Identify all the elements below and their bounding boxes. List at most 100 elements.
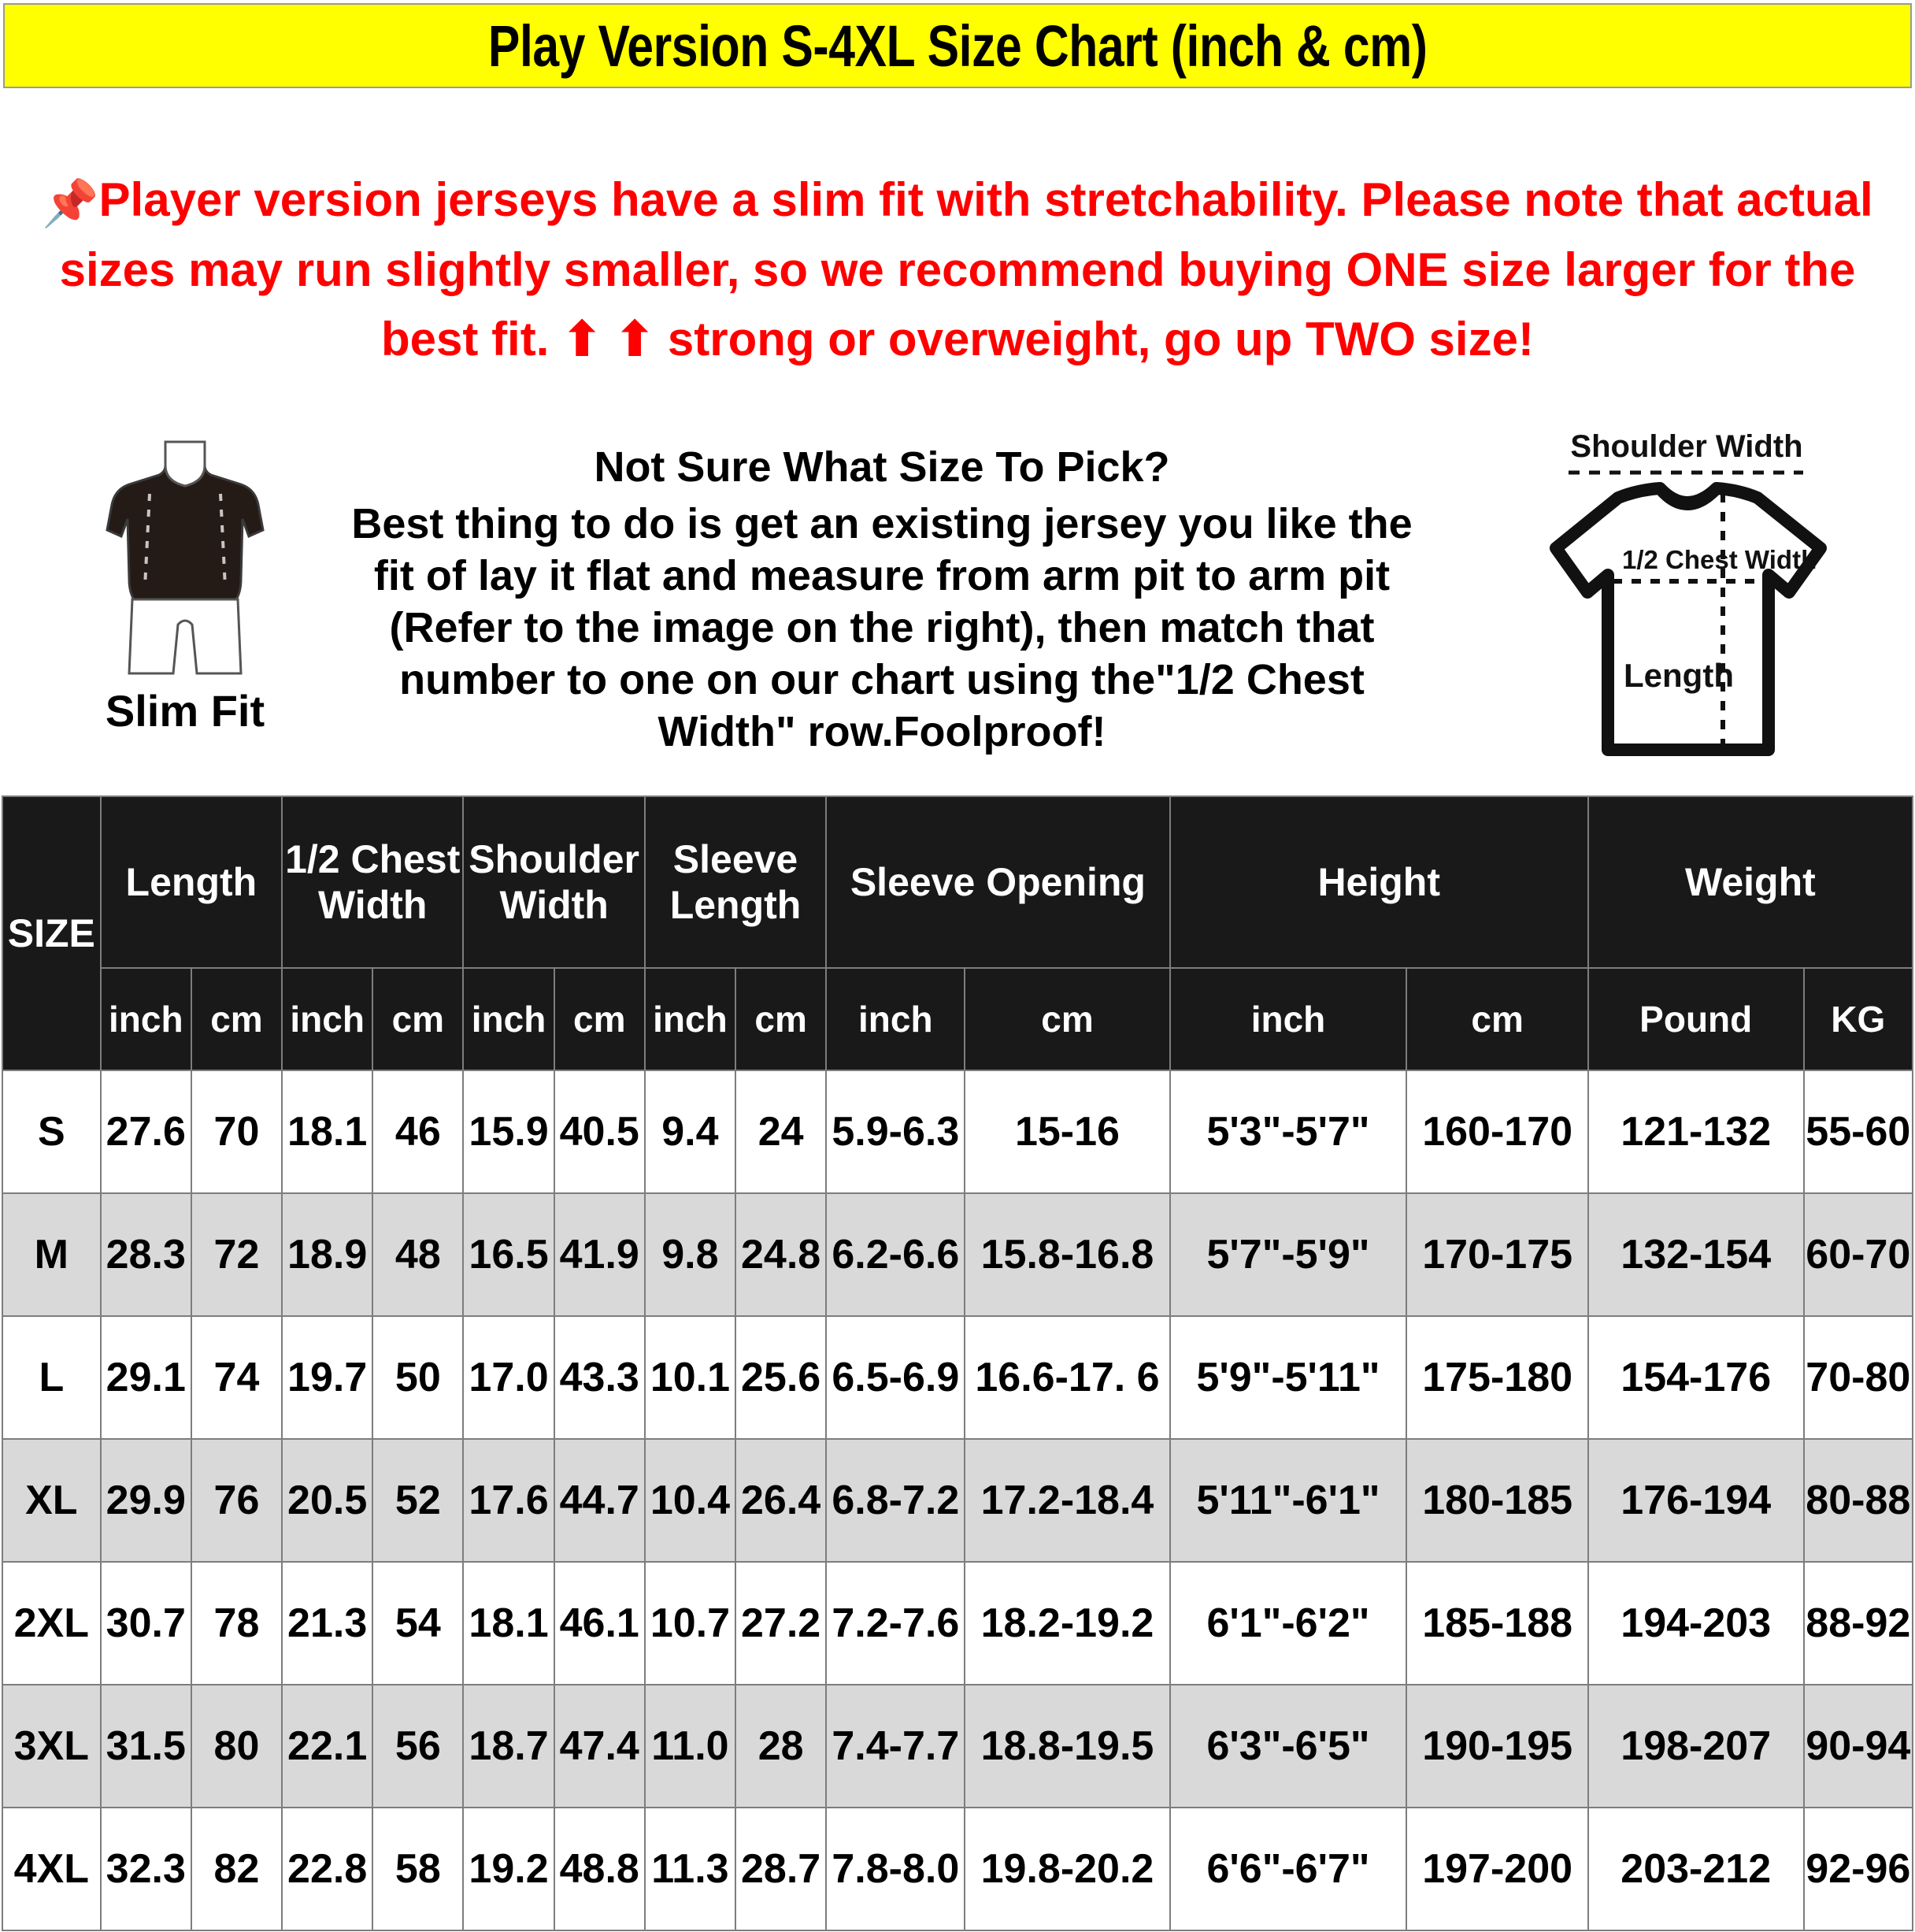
cell-value: 21.3 <box>281 1561 374 1685</box>
cell-value: 29.1 <box>99 1315 192 1440</box>
cell-value: 198-207 <box>1587 1684 1805 1808</box>
pushpin-icon: 📌 <box>42 178 99 229</box>
cell-value: 18.1 <box>462 1561 555 1685</box>
table-row: 3XL 31.5 80 22.1 56 18.7 47.4 11.0 28 7.4-7.7 18.8… <box>2 1684 1914 1808</box>
table-row: 2XL 30.7 78 21.3 54 18.1 46.1 10.7 27.2 7.2-7.6 18… <box>2 1561 1914 1685</box>
cell-value: 82 <box>190 1807 283 1931</box>
cell-size: 3XL <box>2 1684 102 1808</box>
cell-value: 46.1 <box>553 1561 646 1685</box>
cell-value: 6.2-6.6 <box>825 1192 966 1317</box>
header-sleeve-opening: Sleeve Opening <box>825 795 1171 969</box>
unit-height-cm: cm <box>1406 967 1589 1071</box>
table-header-row-groups: SIZE Length 1/2 Chest Width Shoulder Wid… <box>2 795 1914 1071</box>
cell-size: 4XL <box>2 1807 102 1931</box>
unit-sleeve-opening-cm: cm <box>964 967 1171 1071</box>
cell-value: 5'11"-6'1" <box>1169 1438 1408 1563</box>
cell-size: S <box>2 1070 102 1194</box>
cell-value: 15-16 <box>964 1070 1171 1194</box>
notice-line-3: up TWO size! <box>1234 313 1534 365</box>
table-body: S 27.6 70 18.1 46 15.9 40.5 9.4 24 5.9-6.3 15-16 5'… <box>2 1070 1914 1931</box>
cell-value: 10.7 <box>643 1561 737 1685</box>
cell-value: 18.7 <box>462 1684 555 1808</box>
cell-value: 41.9 <box>553 1192 646 1317</box>
header-sleeve-length: Sleeve Length <box>643 795 828 969</box>
cell-value: 18.2-19.2 <box>964 1561 1171 1685</box>
length-label: Length <box>1624 657 1734 694</box>
cell-value: 20.5 <box>281 1438 374 1563</box>
cell-value: 78 <box>190 1561 283 1685</box>
cell-value: 50 <box>372 1315 465 1440</box>
cell-value: 16.5 <box>462 1192 555 1317</box>
middle-section: Slim Fit Not Sure What Size To Pick? Bes… <box>0 425 1915 772</box>
mannequin-slim-fit-icon <box>87 437 283 697</box>
cell-value: 6'6"-6'7" <box>1169 1807 1408 1931</box>
cell-value: 175-180 <box>1406 1315 1589 1440</box>
header-height: Height <box>1169 795 1589 969</box>
cell-value: 190-195 <box>1406 1684 1589 1808</box>
unit-sleeve-length-inch: inch <box>643 967 737 1071</box>
cell-value: 203-212 <box>1587 1807 1805 1931</box>
header-length: Length <box>99 795 283 969</box>
cell-value: 28.3 <box>99 1192 192 1317</box>
header-shoulder-width: Shoulder Width <box>462 795 646 969</box>
unit-weight-kg: KG <box>1802 967 1914 1071</box>
page-title: Play Version S-4XL Size Chart (inch & cm… <box>487 13 1428 79</box>
cell-value: 176-194 <box>1587 1438 1805 1563</box>
size-chart-table: SIZE Length 1/2 Chest Width Shoulder Wid… <box>2 795 1914 1931</box>
table-row: 4XL 32.3 82 22.8 58 19.2 48.8 11.3 28.7 7.8-8.0 19… <box>2 1807 1914 1931</box>
cell-value: 52 <box>372 1438 465 1563</box>
unit-chest-cm: cm <box>372 967 465 1071</box>
guide-line-2: flat and measure from arm pit to arm pit… <box>389 552 1391 651</box>
cell-value: 48 <box>372 1192 465 1317</box>
unit-shoulder-inch: inch <box>462 967 555 1071</box>
cell-value: 5'3"-5'7" <box>1169 1070 1408 1194</box>
cell-value: 10.1 <box>643 1315 737 1440</box>
cell-value: 48.8 <box>553 1807 646 1931</box>
guide-heading: Not Sure What Size To Pick? <box>594 443 1170 491</box>
cell-value: 19.2 <box>462 1807 555 1931</box>
slim-fit-label: Slim Fit <box>105 686 265 736</box>
cell-value: 46 <box>372 1070 465 1194</box>
cell-value: 18.9 <box>281 1192 374 1317</box>
cell-value: 60-70 <box>1802 1192 1914 1317</box>
cell-value: 74 <box>190 1315 283 1440</box>
cell-value: 28 <box>735 1684 828 1808</box>
cell-value: 47.4 <box>553 1684 646 1808</box>
cell-value: 80 <box>190 1684 283 1808</box>
cell-value: 10.4 <box>643 1438 737 1563</box>
shoulder-width-label: Shoulder Width <box>1570 429 1802 464</box>
cell-value: 76 <box>190 1438 283 1563</box>
cell-value: 194-203 <box>1587 1561 1805 1685</box>
cell-value: 80-88 <box>1802 1438 1914 1563</box>
cell-value: 24.8 <box>735 1192 828 1317</box>
cell-value: 185-188 <box>1406 1561 1589 1685</box>
cell-value: 15.9 <box>462 1070 555 1194</box>
cell-value: 5'9"-5'11" <box>1169 1315 1408 1440</box>
cell-size: 2XL <box>2 1561 102 1685</box>
cell-size: L <box>2 1315 102 1440</box>
cell-value: 32.3 <box>99 1807 192 1931</box>
table-row: M 28.3 72 18.9 48 16.5 41.9 9.8 24.8 6.2-6.6 15.8-… <box>2 1192 1914 1317</box>
cell-value: 5'7"-5'9" <box>1169 1192 1408 1317</box>
cell-value: 43.3 <box>553 1315 646 1440</box>
guide-line-4: the"1/2 Chest Width" row.Foolproof! <box>657 656 1365 755</box>
unit-height-inch: inch <box>1169 967 1408 1071</box>
unit-chest-inch: inch <box>281 967 374 1071</box>
cell-value: 25.6 <box>735 1315 828 1440</box>
cell-value: 58 <box>372 1807 465 1931</box>
notice-block: 📌Player version jerseys have a slim fit … <box>31 165 1884 374</box>
table-row: L 29.1 74 19.7 50 17.0 43.3 10.1 25.6 6.5-6.9 16.6… <box>2 1315 1914 1440</box>
cell-value: 17.2-18.4 <box>964 1438 1171 1563</box>
title-banner: Play Version S-4XL Size Chart (inch & cm… <box>3 3 1912 88</box>
cell-value: 154-176 <box>1587 1315 1805 1440</box>
cell-value: 197-200 <box>1406 1807 1589 1931</box>
cell-value: 19.7 <box>281 1315 374 1440</box>
cell-value: 26.4 <box>735 1438 828 1563</box>
cell-value: 92-96 <box>1802 1807 1914 1931</box>
cell-value: 7.8-8.0 <box>825 1807 966 1931</box>
unit-length-cm: cm <box>190 967 283 1071</box>
header-size: SIZE <box>2 795 102 1071</box>
cell-value: 6'1"-6'2" <box>1169 1561 1408 1685</box>
cell-value: 180-185 <box>1406 1438 1589 1563</box>
cell-value: 70-80 <box>1802 1315 1914 1440</box>
